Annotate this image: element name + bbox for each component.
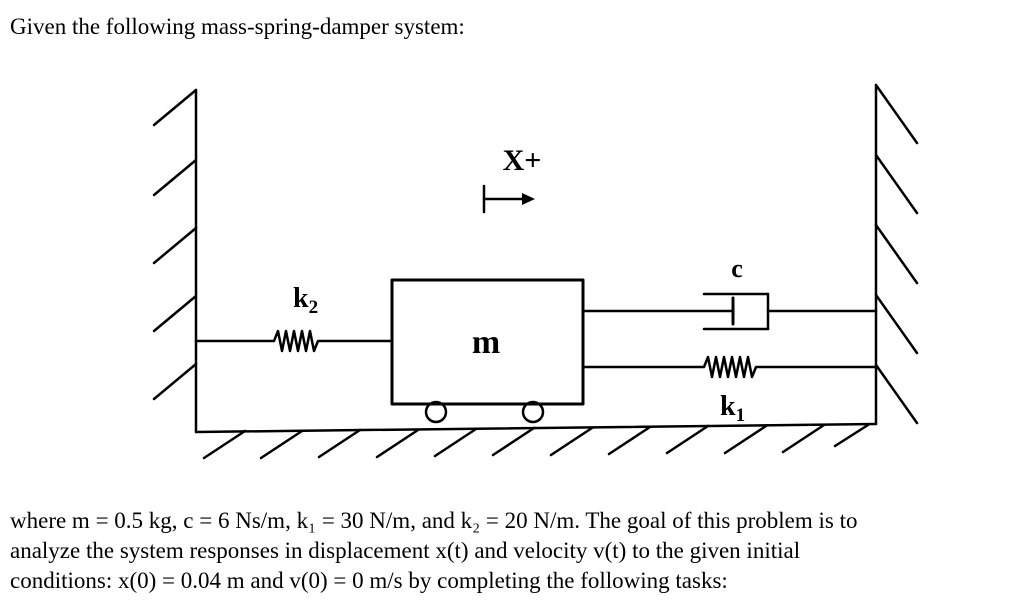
direction-label: X+ (503, 144, 542, 177)
intro-text: Given the following mass-spring-damper s… (10, 14, 465, 39)
right-wall-hatching (874, 83, 919, 425)
spring-k2-subscript: 2 (309, 297, 319, 318)
problem-line-2: analyze the system responses in displace… (10, 538, 801, 563)
spring-k2-label: k2 (293, 283, 318, 318)
floor (194, 422, 878, 434)
direction-arrow (482, 184, 535, 214)
left-wall-hatching (152, 88, 198, 401)
mass-spring-damper-diagram: X+ m c k2 k1 (152, 83, 919, 460)
problem-line-1: where m = 0.5 kg, c = 6 Ns/m, k₁ = 30 N/… (10, 508, 858, 533)
wheel-right (521, 400, 545, 424)
wheel-left (424, 400, 448, 424)
damper-c (581, 292, 878, 331)
damper-label: c (731, 254, 743, 283)
mass-label: m (472, 324, 500, 361)
spring-k2 (194, 329, 394, 353)
problem-line-3: conditions: x(0) = 0.04 m and v(0) = 0 m… (10, 568, 728, 593)
problem-statement: where m = 0.5 kg, c = 6 Ns/m, k₁ = 30 N/… (10, 506, 1010, 596)
spring-k1 (581, 355, 878, 379)
floor-hatching (202, 423, 870, 460)
spring-k1-subscript: 1 (736, 405, 746, 426)
spring-k1-label: k1 (720, 391, 745, 426)
